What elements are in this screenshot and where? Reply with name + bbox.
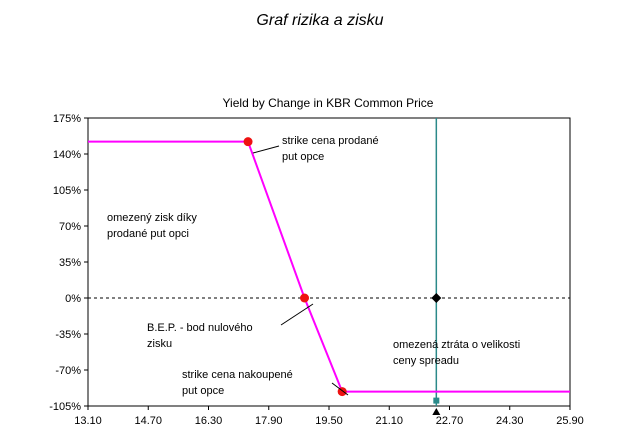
y-tick-label: -35%: [55, 329, 81, 341]
y-tick-label: 70%: [59, 221, 81, 233]
y-axis: 175% 140% 105% 70% 35% 0% -35% -70% -105%: [49, 113, 88, 413]
y-tick-label: 35%: [59, 257, 81, 269]
annotation-limited-profit: omezený zisk díky prodané put opci: [107, 212, 200, 240]
annotation-pointer-sold-put: [252, 145, 280, 154]
figure-caption: Graf rizika a zisku: [256, 12, 384, 29]
x-tick-label: 13.10: [74, 415, 102, 427]
current-price-arrow-icon: [432, 408, 441, 415]
x-tick-label: 22.70: [436, 415, 464, 427]
key-point-marker: [243, 137, 253, 147]
annotations: strike cena prodané put opce omezený zis…: [107, 135, 523, 397]
current-price-square-marker: [433, 397, 440, 404]
y-tick-label: 175%: [53, 113, 81, 125]
y-tick-label: -105%: [49, 401, 81, 413]
x-tick-label: 24.30: [496, 415, 524, 427]
annotation-break-even: B.E.P. - bod nulového zisku: [147, 322, 256, 350]
annotation-sold-put: strike cena prodané put opce: [282, 135, 382, 163]
x-tick-label: 16.30: [195, 415, 223, 427]
annotation-pointer-bought-put: [331, 382, 349, 396]
y-tick-label: 105%: [53, 185, 81, 197]
annotation-pointer-bep: [280, 303, 314, 326]
x-tick-label: 19.50: [315, 415, 343, 427]
chart-title: Yield by Change in KBR Common Price: [223, 96, 434, 110]
plot-area: [87, 117, 571, 407]
y-tick-label: 0%: [65, 293, 81, 305]
x-tick-label: 14.70: [134, 415, 162, 427]
x-axis: 13.10 14.70 16.30 17.90 19.50 21.10 22.70 24.30…: [74, 406, 584, 427]
zero-diamond-marker: [431, 293, 442, 303]
x-tick-label: 21.10: [375, 415, 403, 427]
key-point-marker: [300, 293, 310, 303]
y-tick-label: -70%: [55, 365, 81, 377]
x-tick-label: 17.90: [255, 415, 283, 427]
annotation-limited-loss: omezená ztráta o velikosti ceny spreadu: [393, 339, 523, 367]
y-tick-label: 140%: [53, 149, 81, 161]
x-tick-label: 25.90: [556, 415, 584, 427]
annotation-bought-put: strike cena nakoupené put opce: [182, 369, 296, 397]
